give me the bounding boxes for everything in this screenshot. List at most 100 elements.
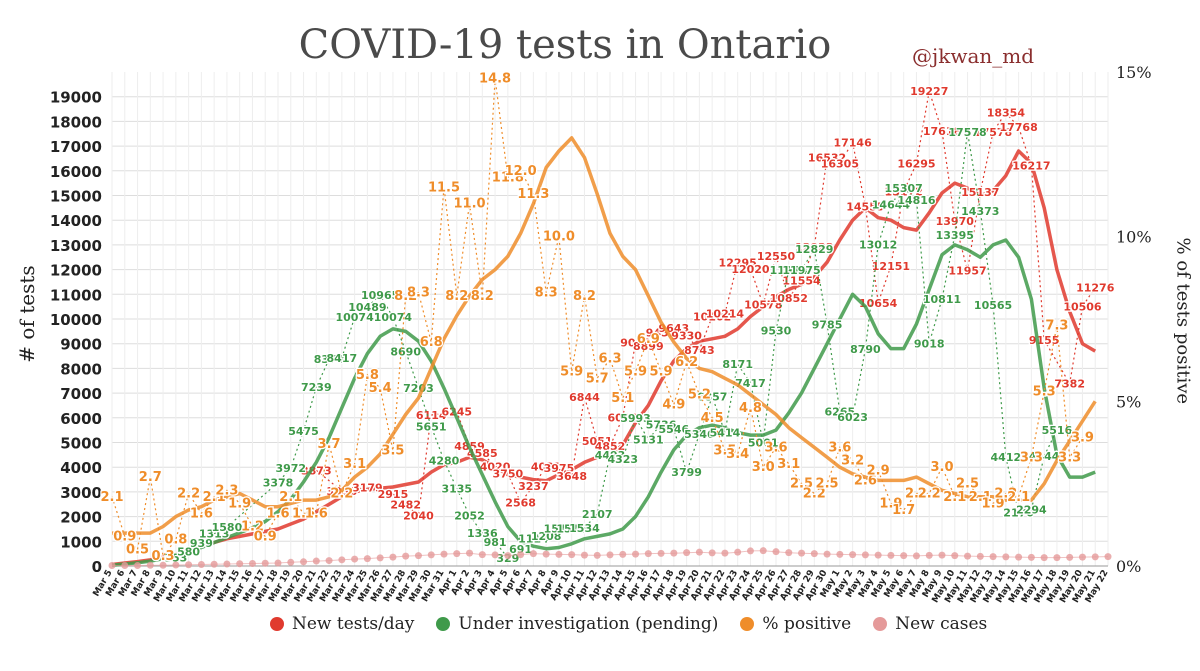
data-label-new-tests: 3648 <box>556 470 587 483</box>
data-label-new-tests: 17768 <box>999 121 1037 134</box>
data-label-percent-positive: 1.6 <box>292 506 315 521</box>
series-line-new-tests <box>111 149 1097 567</box>
data-label-pending: 4412 <box>991 451 1022 464</box>
series-line-pending <box>111 238 1096 568</box>
data-label-new-tests: 9050 <box>620 336 651 349</box>
chart-legend: New tests/day Under investigation (pendi… <box>270 614 987 634</box>
data-label-new-tests: 12550 <box>757 250 796 263</box>
data-label-percent-positive: 1.6 <box>305 506 328 521</box>
data-label-new-tests: 2915 <box>378 488 409 501</box>
data-label-percent-positive: 0.5 <box>126 543 149 558</box>
data-label-percent-positive: 8.2 <box>573 289 596 304</box>
data-label-percent-positive: 2.1 <box>203 490 226 505</box>
data-label-percent-positive: 5.2 <box>688 388 711 403</box>
data-label-new-tests: 10578 <box>744 299 782 312</box>
data-label-new-tests: 3975 <box>544 462 575 475</box>
legend-item-new-tests: New tests/day <box>270 614 414 634</box>
legend-swatch-percent-positive <box>740 617 755 631</box>
data-label-percent-positive: 8.2 <box>394 289 417 304</box>
data-label-pending: 1534 <box>569 522 600 535</box>
y-tick-label-left: 19000 <box>50 89 102 107</box>
data-label-percent-positive: 2.2 <box>905 487 928 502</box>
y-tick-label-left: 17000 <box>50 138 102 156</box>
data-label-new-tests: 2040 <box>403 510 434 523</box>
data-label-pending: 12829 <box>795 243 833 256</box>
data-label-pending: 7239 <box>301 381 332 394</box>
data-label-percent-positive: 12.0 <box>505 164 537 179</box>
data-label-percent-positive: 3.5 <box>713 444 736 459</box>
data-label-new-tests: 11276 <box>1076 281 1115 294</box>
data-label-percent-positive: 5.4 <box>369 381 392 396</box>
data-label-pending: 10811 <box>923 293 961 306</box>
data-label-pending: 2052 <box>454 509 485 522</box>
legend-item-new-cases: New cases <box>873 614 987 634</box>
data-label-percent-positive: 3.1 <box>777 457 800 472</box>
data-label-pending: 7203 <box>403 382 434 395</box>
data-label-new-tests: 17146 <box>833 136 872 149</box>
data-label-new-tests: 12295 <box>719 256 757 269</box>
y-tick-label-left: 7000 <box>60 385 102 403</box>
data-label-percent-positive: 2.5 <box>956 477 979 492</box>
data-label-new-tests: 3179 <box>352 481 383 494</box>
data-label-new-tests: 6010 <box>607 412 638 425</box>
data-label-new-tests: 11554 <box>782 275 821 288</box>
data-label-pending: 4493 <box>595 449 626 462</box>
data-label-percent-positive: 3.7 <box>318 437 341 452</box>
data-label-percent-positive: 11.0 <box>453 197 485 212</box>
data-label-percent-positive: 6.3 <box>598 352 621 367</box>
y-tick-label-left: 14000 <box>50 212 102 230</box>
data-label-pending: 1519 <box>544 522 575 535</box>
data-label-percent-positive: 2.2 <box>177 487 200 502</box>
y-tick-label-left: 9000 <box>60 336 102 354</box>
legend-label-new-cases: New cases <box>895 614 988 634</box>
data-label-pending: 9018 <box>914 337 945 350</box>
data-label-pending: 5475 <box>288 425 319 438</box>
data-label-new-tests: 8743 <box>684 344 715 357</box>
data-label-percent-positive: 6.2 <box>675 355 698 370</box>
data-label-pending: 13012 <box>859 239 897 252</box>
data-label-pending: 5736 <box>646 418 677 431</box>
data-label-pending: 5993 <box>620 412 651 425</box>
data-label-new-tests: 17578 <box>974 126 1012 139</box>
data-label-percent-positive: 1.9 <box>228 496 251 511</box>
data-label-percent-positive: 2.3 <box>215 483 238 498</box>
data-label-pending: 14816 <box>897 194 936 207</box>
data-label-new-tests: 16217 <box>1012 159 1050 172</box>
data-label-new-tests: 5051 <box>582 435 613 448</box>
data-label-percent-positive: 2.1 <box>969 490 992 505</box>
data-label-percent-positive: 3.1 <box>343 457 366 472</box>
data-label-new-tests: 4852 <box>595 440 626 453</box>
data-label-pending: 2170 <box>1003 506 1034 519</box>
data-label-new-tests: 10506 <box>1063 301 1102 314</box>
y-tick-label-left: 2000 <box>60 509 102 527</box>
data-label-pending: 5001 <box>748 436 779 449</box>
data-label-pending: 1516 <box>556 523 587 536</box>
data-label-pending: 11975 <box>782 264 820 277</box>
data-label-pending: 9530 <box>761 325 792 338</box>
data-label-percent-positive: 2.2 <box>803 487 826 502</box>
data-label-percent-positive: 5.8 <box>356 368 379 383</box>
data-label-percent-positive: 0.3 <box>152 549 175 564</box>
data-label-percent-positive: 3.6 <box>764 440 787 455</box>
data-label-percent-positive: 14.8 <box>479 72 511 87</box>
data-label-percent-positive: 5.9 <box>560 365 583 380</box>
data-label-pending: 8171 <box>722 358 753 371</box>
data-label-percent-positive: 8.3 <box>535 286 558 301</box>
data-label-percent-positive: 10.0 <box>543 230 575 245</box>
data-label-percent-positive: 8.3 <box>407 286 430 301</box>
data-label-pending: 8690 <box>390 345 421 358</box>
data-label-percent-positive: 1.6 <box>266 506 289 521</box>
data-label-pending: 4280 <box>429 454 460 467</box>
data-label-new-tests: 15137 <box>961 186 999 199</box>
data-label-percent-positive: 6.8 <box>420 335 443 350</box>
y-tick-label-right: 10% <box>1116 228 1152 247</box>
data-label-pending: 1313 <box>199 528 230 541</box>
data-label-pending: 5346 <box>684 428 715 441</box>
data-label-pending: 3799 <box>671 466 702 479</box>
data-label-pending: 14373 <box>961 205 999 218</box>
data-label-new-tests: 2568 <box>505 497 536 510</box>
data-label-percent-positive: 5.9 <box>650 365 673 380</box>
data-label-percent-positive: 3.6 <box>828 440 851 455</box>
data-label-pending: 1580 <box>212 521 243 534</box>
y-tick-label-right: 5% <box>1116 392 1141 411</box>
